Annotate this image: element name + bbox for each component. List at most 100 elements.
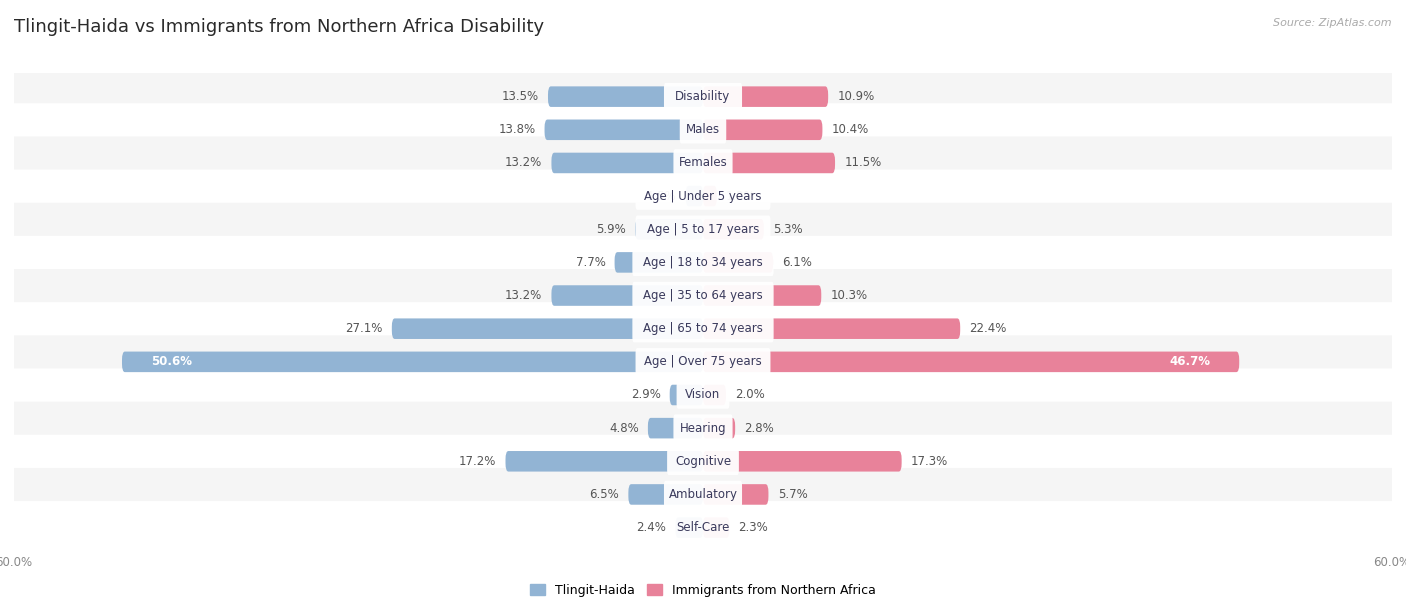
FancyBboxPatch shape	[686, 186, 703, 206]
FancyBboxPatch shape	[11, 368, 1395, 422]
FancyBboxPatch shape	[703, 451, 901, 472]
FancyBboxPatch shape	[633, 315, 773, 342]
Text: 13.8%: 13.8%	[498, 123, 536, 136]
Text: Cognitive: Cognitive	[675, 455, 731, 468]
FancyBboxPatch shape	[703, 318, 960, 339]
FancyBboxPatch shape	[551, 285, 703, 306]
FancyBboxPatch shape	[703, 119, 823, 140]
Text: 2.3%: 2.3%	[738, 521, 768, 534]
Text: 5.3%: 5.3%	[773, 223, 803, 236]
FancyBboxPatch shape	[636, 219, 703, 239]
FancyBboxPatch shape	[703, 418, 735, 438]
Text: 10.3%: 10.3%	[831, 289, 868, 302]
Text: 2.9%: 2.9%	[631, 389, 661, 401]
FancyBboxPatch shape	[666, 514, 740, 541]
Text: 6.1%: 6.1%	[782, 256, 813, 269]
FancyBboxPatch shape	[628, 484, 703, 505]
Text: 5.7%: 5.7%	[778, 488, 807, 501]
FancyBboxPatch shape	[11, 103, 1395, 156]
FancyBboxPatch shape	[664, 83, 742, 110]
Text: 22.4%: 22.4%	[969, 322, 1007, 335]
FancyBboxPatch shape	[703, 219, 763, 239]
FancyBboxPatch shape	[11, 236, 1395, 289]
FancyBboxPatch shape	[633, 248, 773, 276]
Text: 13.5%: 13.5%	[502, 90, 538, 103]
FancyBboxPatch shape	[703, 186, 717, 206]
FancyBboxPatch shape	[676, 381, 730, 409]
FancyBboxPatch shape	[11, 203, 1395, 256]
Text: 2.8%: 2.8%	[744, 422, 775, 435]
Text: 6.5%: 6.5%	[589, 488, 619, 501]
FancyBboxPatch shape	[675, 517, 703, 538]
Text: Males: Males	[686, 123, 720, 136]
FancyBboxPatch shape	[703, 152, 835, 173]
Text: 2.0%: 2.0%	[735, 389, 765, 401]
FancyBboxPatch shape	[703, 484, 769, 505]
Text: Source: ZipAtlas.com: Source: ZipAtlas.com	[1274, 18, 1392, 28]
FancyBboxPatch shape	[636, 182, 770, 210]
FancyBboxPatch shape	[122, 351, 703, 372]
Text: 11.5%: 11.5%	[844, 157, 882, 170]
Text: 4.8%: 4.8%	[609, 422, 638, 435]
FancyBboxPatch shape	[551, 152, 703, 173]
Text: Females: Females	[679, 157, 727, 170]
FancyBboxPatch shape	[11, 435, 1395, 488]
Text: 10.9%: 10.9%	[838, 90, 875, 103]
FancyBboxPatch shape	[11, 335, 1395, 389]
Text: 7.7%: 7.7%	[575, 256, 606, 269]
FancyBboxPatch shape	[703, 252, 773, 273]
Text: 13.2%: 13.2%	[505, 289, 543, 302]
Text: 1.2%: 1.2%	[725, 190, 756, 203]
FancyBboxPatch shape	[11, 70, 1395, 123]
FancyBboxPatch shape	[544, 119, 703, 140]
Text: Ambulatory: Ambulatory	[668, 488, 738, 501]
Text: 17.2%: 17.2%	[458, 455, 496, 468]
FancyBboxPatch shape	[11, 501, 1395, 554]
Text: 2.4%: 2.4%	[637, 521, 666, 534]
FancyBboxPatch shape	[11, 269, 1395, 322]
Text: Self-Care: Self-Care	[676, 521, 730, 534]
FancyBboxPatch shape	[11, 302, 1395, 355]
Text: Vision: Vision	[685, 389, 721, 401]
FancyBboxPatch shape	[11, 401, 1395, 455]
FancyBboxPatch shape	[664, 481, 742, 508]
FancyBboxPatch shape	[633, 282, 773, 309]
FancyBboxPatch shape	[636, 348, 770, 376]
Text: 1.5%: 1.5%	[647, 190, 676, 203]
FancyBboxPatch shape	[11, 136, 1395, 190]
FancyBboxPatch shape	[636, 215, 770, 243]
FancyBboxPatch shape	[703, 285, 821, 306]
FancyBboxPatch shape	[11, 170, 1395, 223]
FancyBboxPatch shape	[666, 447, 740, 475]
Text: 13.2%: 13.2%	[505, 157, 543, 170]
Text: Tlingit-Haida vs Immigrants from Northern Africa Disability: Tlingit-Haida vs Immigrants from Norther…	[14, 18, 544, 36]
Text: Age | 35 to 64 years: Age | 35 to 64 years	[643, 289, 763, 302]
FancyBboxPatch shape	[703, 86, 828, 107]
Text: Age | 65 to 74 years: Age | 65 to 74 years	[643, 322, 763, 335]
Text: 17.3%: 17.3%	[911, 455, 948, 468]
Text: 50.6%: 50.6%	[150, 356, 191, 368]
Legend: Tlingit-Haida, Immigrants from Northern Africa: Tlingit-Haida, Immigrants from Northern …	[524, 579, 882, 602]
FancyBboxPatch shape	[669, 385, 703, 405]
FancyBboxPatch shape	[548, 86, 703, 107]
Text: 27.1%: 27.1%	[346, 322, 382, 335]
FancyBboxPatch shape	[392, 318, 703, 339]
Text: Hearing: Hearing	[679, 422, 727, 435]
FancyBboxPatch shape	[679, 116, 727, 143]
FancyBboxPatch shape	[11, 468, 1395, 521]
FancyBboxPatch shape	[673, 414, 733, 442]
Text: Age | 18 to 34 years: Age | 18 to 34 years	[643, 256, 763, 269]
FancyBboxPatch shape	[506, 451, 703, 472]
Text: Age | Over 75 years: Age | Over 75 years	[644, 356, 762, 368]
FancyBboxPatch shape	[614, 252, 703, 273]
Text: 5.9%: 5.9%	[596, 223, 626, 236]
Text: 46.7%: 46.7%	[1170, 356, 1211, 368]
Text: Age | Under 5 years: Age | Under 5 years	[644, 190, 762, 203]
Text: Age | 5 to 17 years: Age | 5 to 17 years	[647, 223, 759, 236]
FancyBboxPatch shape	[703, 517, 730, 538]
FancyBboxPatch shape	[703, 385, 725, 405]
FancyBboxPatch shape	[703, 351, 1239, 372]
FancyBboxPatch shape	[648, 418, 703, 438]
Text: 10.4%: 10.4%	[831, 123, 869, 136]
Text: Disability: Disability	[675, 90, 731, 103]
